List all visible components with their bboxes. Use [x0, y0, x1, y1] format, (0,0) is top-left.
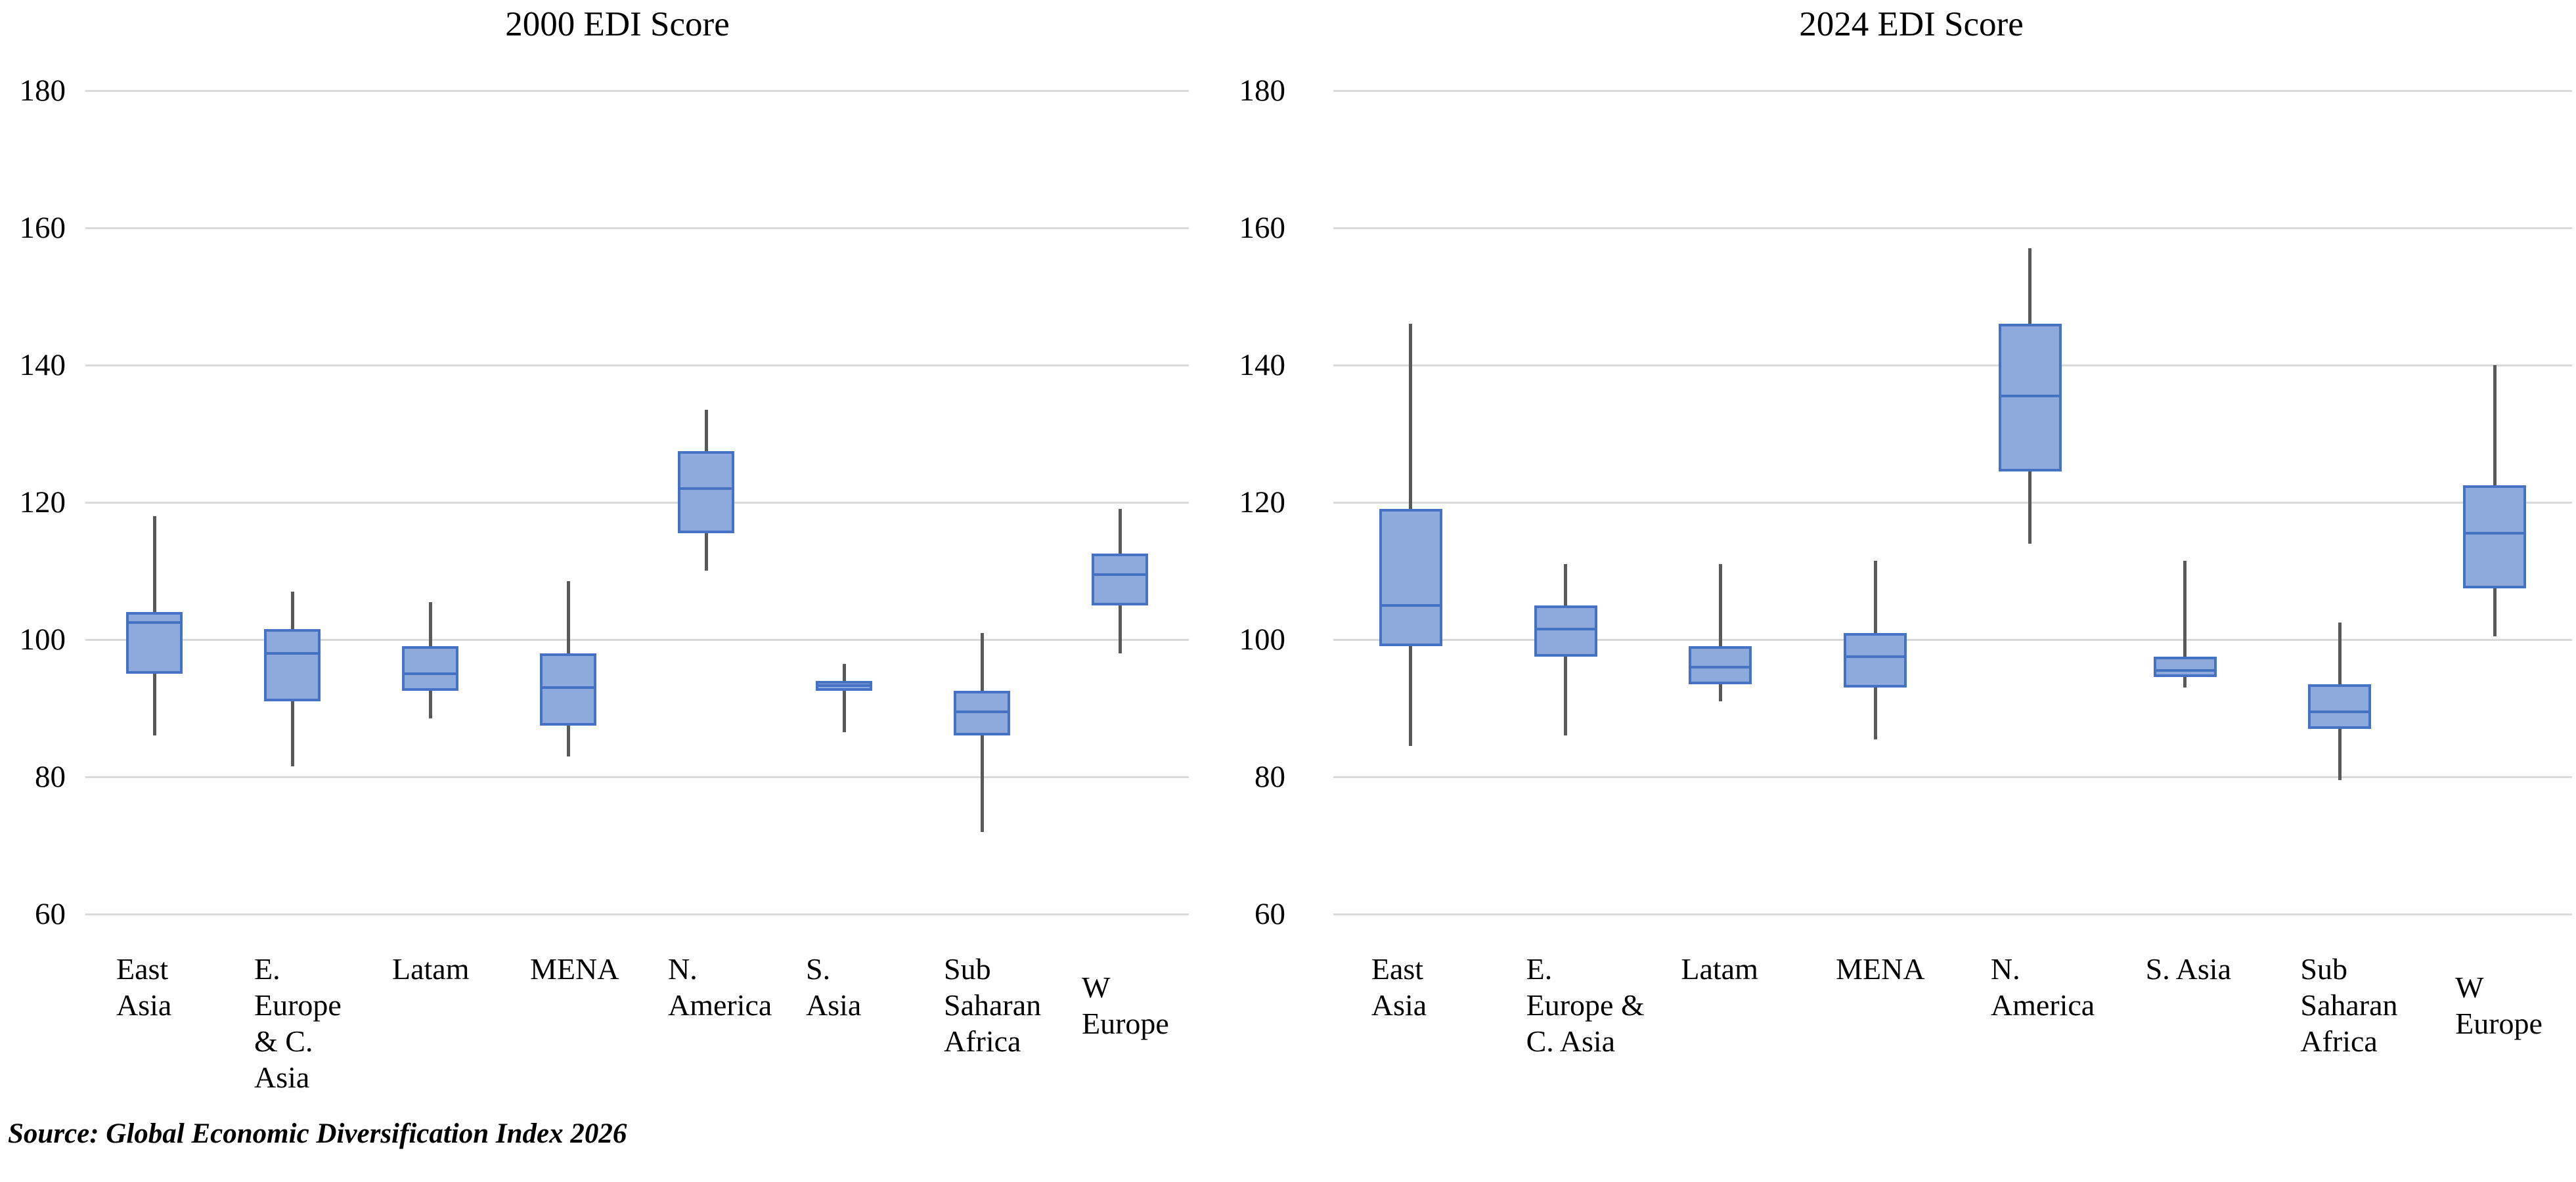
category-label: East Asia [1371, 952, 1427, 1022]
gridline [85, 639, 1189, 641]
box-rect [540, 653, 596, 726]
y-axis-tick-label: 60 [35, 897, 66, 931]
y-axis-tick-label: 180 [19, 74, 66, 108]
box-rect [2153, 657, 2217, 678]
gridline [1333, 227, 2572, 229]
median-line [129, 621, 180, 624]
y-axis-tick-label: 140 [1239, 348, 1286, 382]
median-line [2001, 395, 2059, 398]
gridline [1333, 502, 2572, 504]
gridline [1333, 639, 2572, 641]
whisker-line [1718, 564, 1722, 702]
whisker-line [2183, 560, 2187, 688]
gridline [1333, 364, 2572, 366]
median-line [1094, 573, 1145, 576]
category-label: Sub Saharan Africa [2300, 952, 2398, 1058]
gridline [85, 502, 1189, 504]
y-axis-tick-label: 120 [1239, 485, 1286, 519]
y-axis-tick-label: 60 [1255, 897, 1285, 931]
median-line [2311, 710, 2369, 713]
category-label: W Europe [2455, 971, 2543, 1040]
gridline [85, 364, 1189, 366]
box-rect [1379, 509, 1442, 647]
box-rect [954, 691, 1010, 736]
box-rect [1534, 605, 1597, 657]
category-label: S. Asia [806, 952, 862, 1022]
box-rect [2463, 485, 2527, 588]
right-chart-title: 2024 EDI Score [1799, 5, 2024, 43]
category-label: N. America [668, 952, 772, 1022]
gridline [1333, 90, 2572, 92]
box-rect [1689, 646, 1752, 684]
box-rect [1998, 324, 2062, 471]
median-line [956, 710, 1008, 713]
median-line [267, 651, 318, 655]
category-label: E. Europe & C. Asia [254, 952, 342, 1094]
median-line [405, 672, 456, 676]
y-axis-tick-label: 100 [1239, 623, 1286, 657]
box-rect [264, 629, 321, 702]
y-axis-tick-label: 160 [19, 211, 66, 245]
median-line [1381, 603, 1440, 607]
gridline [1333, 913, 2572, 915]
category-label: Latam [392, 952, 470, 986]
y-axis-tick-label: 80 [35, 760, 66, 794]
median-line [680, 487, 732, 491]
category-label: S. Asia [2145, 952, 2231, 986]
median-line [2156, 669, 2214, 672]
whisker-line [842, 663, 846, 733]
gridline [85, 776, 1189, 778]
median-line [818, 684, 870, 687]
category-label: MENA [1836, 952, 1925, 986]
y-axis-tick-label: 120 [19, 485, 66, 519]
category-label: East Asia [116, 952, 172, 1022]
box-rect [402, 646, 458, 691]
y-axis-tick-label: 180 [1239, 74, 1286, 108]
category-label: Sub Saharan Africa [944, 952, 1042, 1058]
category-label: W Europe [1082, 971, 1169, 1040]
box-rect [2308, 684, 2372, 729]
category-label: E. Europe & C. Asia [1526, 952, 1645, 1058]
median-line [543, 686, 594, 690]
box-rect [1092, 554, 1148, 605]
median-line [1846, 655, 1905, 659]
category-label: MENA [530, 952, 619, 986]
y-axis-tick-label: 80 [1255, 760, 1285, 794]
y-axis-tick-label: 160 [1239, 211, 1286, 245]
y-axis-tick-label: 140 [19, 348, 66, 382]
category-label: N. America [1990, 952, 2095, 1022]
gridline [1333, 776, 2572, 778]
box-rect [678, 450, 734, 534]
y-axis-tick-label: 100 [19, 623, 66, 657]
median-line [1691, 665, 1750, 668]
gridline [85, 227, 1189, 229]
source-note: Source: Global Economic Diversification … [8, 1118, 627, 1149]
category-label: Latam [1681, 952, 1758, 986]
median-line [2466, 532, 2524, 535]
gridline [85, 90, 1189, 92]
gridline [85, 913, 1189, 915]
median-line [1536, 628, 1595, 631]
box-rect [1844, 632, 1907, 688]
left-chart-title: 2000 EDI Score [505, 5, 730, 43]
